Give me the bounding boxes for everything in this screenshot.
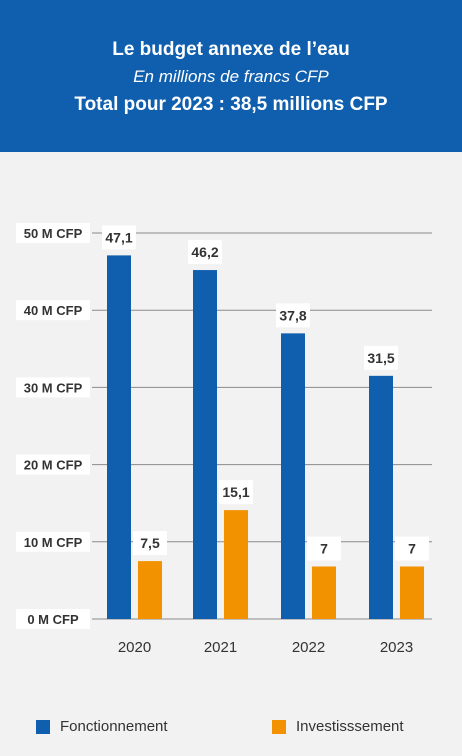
legend-swatch-investissement: [272, 720, 286, 734]
x-tick-label: 2022: [292, 639, 325, 656]
data-label-bg: [395, 536, 429, 561]
bar-fonctionnement: [281, 333, 305, 619]
legend-label-investissement: Investisssement: [296, 718, 404, 735]
data-label: 7: [408, 541, 416, 557]
data-label: 7: [320, 541, 328, 557]
bar-fonctionnement: [193, 270, 217, 619]
bar-fonctionnement: [107, 255, 131, 619]
y-tick-label: 10 M CFP: [24, 535, 83, 550]
data-label-bg: [276, 303, 310, 328]
chart-total: Total pour 2023 : 38,5 millions CFP: [74, 94, 388, 115]
y-tick-label-bg: [16, 454, 90, 475]
x-tick-label: 2020: [118, 639, 151, 656]
data-label: 15,1: [222, 484, 249, 500]
bar-investissement: [400, 566, 424, 619]
bar-fonctionnement: [369, 375, 393, 619]
y-tick-label-bg: [16, 223, 90, 243]
y-tick-label: 40 M CFP: [24, 303, 83, 318]
data-label-bg: [364, 345, 398, 370]
bar-investissement: [138, 561, 162, 619]
data-label: 47,1: [105, 229, 132, 245]
legend-label-fonctionnement: Fonctionnement: [60, 718, 168, 735]
y-tick-label: 50 M CFP: [24, 226, 83, 241]
chart-header: Le budget annexe de l’eau En millions de…: [0, 0, 462, 152]
y-tick-label: 20 M CFP: [24, 458, 83, 473]
data-label: 37,8: [279, 307, 306, 323]
y-tick-label-bg: [16, 300, 90, 321]
y-tick-label: 0 M CFP: [27, 612, 79, 627]
data-label: 7,5: [140, 535, 160, 551]
chart-title: Le budget annexe de l’eau: [112, 39, 350, 60]
data-label-bg: [102, 225, 136, 250]
data-label: 31,5: [367, 350, 394, 366]
y-tick-label-bg: [16, 609, 90, 629]
data-label-bg: [188, 240, 222, 265]
bar-chart: 0 M CFP 10 M CFP 20 M CFP 30 M CFP 40 M CFP 5…: [16, 223, 432, 656]
data-label-bg: [133, 531, 167, 556]
data-label: 46,2: [191, 244, 218, 260]
y-tick-label-bg: [16, 531, 90, 552]
bar-investissement: [312, 566, 336, 619]
bar-investissement: [224, 510, 248, 619]
x-tick-label: 2021: [204, 639, 237, 656]
legend-swatch-fonctionnement: [36, 720, 50, 734]
y-tick-label: 30 M CFP: [24, 380, 83, 395]
data-label-bg: [307, 536, 341, 561]
chart-subtitle: En millions de francs CFP: [133, 67, 329, 86]
y-tick-label-bg: [16, 377, 90, 398]
data-label-bg: [219, 480, 253, 505]
x-tick-label: 2023: [380, 639, 413, 656]
